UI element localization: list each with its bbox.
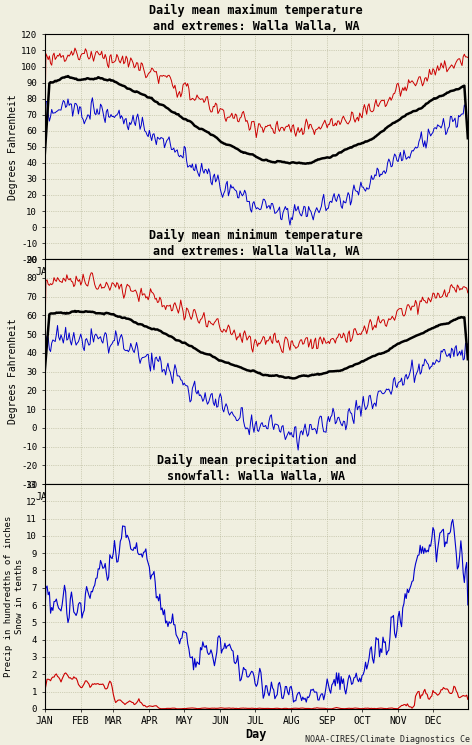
Text: NOAA-CIRES/Climate Diagnostics Ce: NOAA-CIRES/Climate Diagnostics Ce <box>304 735 470 744</box>
X-axis label: Day: Day <box>245 728 267 741</box>
Title: Daily mean minimum temperature
and extremes: Walla Walla, WA: Daily mean minimum temperature and extre… <box>150 229 363 258</box>
Y-axis label: Precip in hundredths of inches
Snow in tenths: Precip in hundredths of inches Snow in t… <box>4 516 24 677</box>
Y-axis label: Degrees Fahrenheit: Degrees Fahrenheit <box>8 94 18 200</box>
X-axis label: Day: Day <box>245 278 267 291</box>
Y-axis label: Degrees Fahrenheit: Degrees Fahrenheit <box>8 319 18 425</box>
Title: Daily mean maximum temperature
and extremes: Walla Walla, WA: Daily mean maximum temperature and extre… <box>150 4 363 34</box>
Title: Daily mean precipitation and
snowfall: Walla Walla, WA: Daily mean precipitation and snowfall: W… <box>157 454 356 483</box>
X-axis label: Day: Day <box>245 503 267 516</box>
